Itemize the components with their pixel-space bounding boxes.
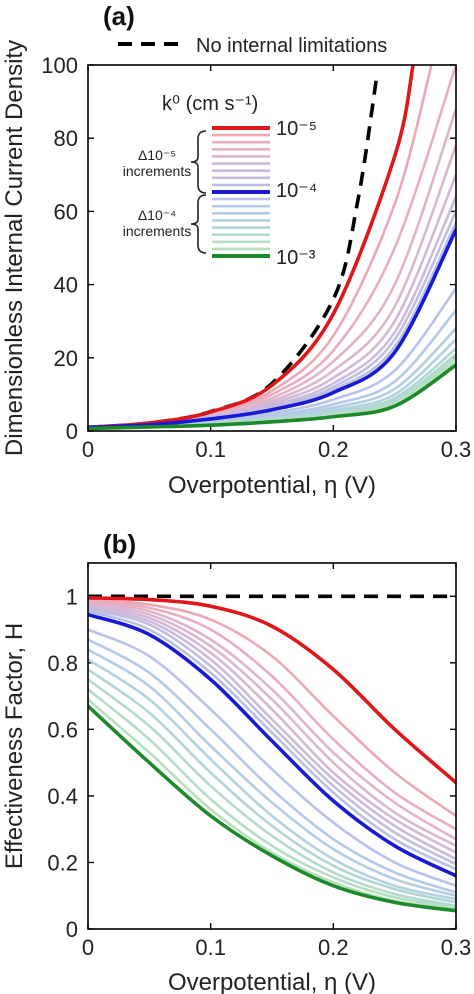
series-line-p0-2 — [88, 65, 433, 429]
y-tick-label: 1 — [66, 584, 78, 609]
y-axis-title-a: Dimensionless Internal Current Density — [1, 40, 28, 456]
series-line-p0-0 — [88, 79, 379, 430]
legend-note-2: increments — [123, 163, 191, 179]
x-tick-label: 0.3 — [441, 935, 472, 960]
series-line-p1-1 — [88, 596, 456, 785]
y-tick-label: 60 — [54, 199, 78, 224]
axes-box-b — [87, 562, 457, 930]
legend-note-3: Δ10⁻⁴ — [138, 207, 176, 223]
series-line-p1-7 — [88, 606, 456, 861]
panel-b-label: (b) — [103, 529, 136, 559]
y-tick-label: 0 — [66, 419, 78, 444]
x-axis-title-a: Overpotential, η (V) — [168, 472, 376, 499]
series-line-p1-2 — [88, 598, 456, 818]
reference-legend-label: No internal limitations — [196, 35, 387, 57]
legend-note-1: Δ10⁻⁵ — [138, 147, 176, 163]
legend-label-mid: 10⁻⁴ — [276, 180, 317, 202]
legend-label-top: 10⁻⁵ — [276, 118, 317, 140]
series-line-p1-12 — [88, 638, 456, 894]
legend-title: k⁰ (cm s⁻¹) — [162, 93, 258, 115]
legend-swatches — [212, 126, 270, 258]
series-line-p1-4 — [88, 601, 456, 841]
series-line-p1-5 — [88, 603, 456, 848]
series-line-p1-10 — [88, 612, 456, 878]
series-line-p0-10 — [88, 227, 456, 430]
series-line-p1-16 — [88, 678, 456, 908]
series-line-p0-1 — [88, 65, 415, 430]
panel-b: (b) 0 0.1 0.2 0.3 0 0.2 0.4 0.6 0.8 1 Effectivene… — [1, 529, 471, 994]
legend-label-bottom: 10⁻³ — [276, 247, 316, 269]
series-line-p1-9 — [88, 609, 456, 871]
y-tick-label: 80 — [54, 126, 78, 151]
series-line-p0-19 — [88, 363, 456, 431]
series-line-p1-11 — [88, 628, 456, 888]
y-tick-label: 40 — [54, 273, 78, 298]
legend-note-4: increments — [123, 223, 191, 239]
y-tick-label: 0 — [66, 917, 78, 942]
x-axis-title-b: Overpotential, η (V) — [168, 969, 376, 994]
series-line-p1-14 — [88, 658, 456, 901]
x-tick-label: 0.2 — [318, 437, 349, 462]
series-line-p1-19 — [88, 704, 456, 913]
plot-area-a: 0 0.1 0.2 0.3 0 20 40 60 80 100 — [41, 53, 471, 462]
series-line-p1-13 — [88, 648, 456, 898]
x-tick-label: 0 — [82, 437, 94, 462]
y-tick-label: 100 — [41, 53, 78, 78]
x-tick-label: 0 — [82, 935, 94, 960]
series-line-p1-17 — [88, 688, 456, 909]
series-line-p1-3 — [88, 599, 456, 831]
y-tick-label: 20 — [54, 346, 78, 371]
x-tick-label: 0.1 — [195, 437, 226, 462]
y-tick-label: 0.4 — [47, 784, 78, 809]
y-tick-label: 0.8 — [47, 651, 78, 676]
x-tick-label: 0.3 — [441, 437, 472, 462]
axes-box-a — [87, 64, 457, 432]
panel-a-label: (a) — [103, 1, 135, 31]
series-line-p1-8 — [88, 608, 456, 866]
x-tick-label: 0.2 — [318, 935, 349, 960]
panel-a: (a) No internal limitations 0 0.1 0.2 0.3 0 2… — [1, 1, 471, 499]
series-line-p1-15 — [88, 668, 456, 904]
series-line-p1-6 — [88, 604, 456, 854]
k0-legend: k⁰ (cm s⁻¹) 10⁻⁵ 10⁻⁴ 10⁻³ Δ10⁻⁵ increme… — [123, 93, 318, 269]
brace-top — [190, 130, 207, 194]
y-tick-label: 0.6 — [47, 717, 78, 742]
plot-area-b: 0 0.1 0.2 0.3 0 0.2 0.4 0.6 0.8 1 — [47, 563, 471, 960]
y-axis-title-b: Effectiveness Factor, H — [1, 623, 28, 869]
series-line-p0-3 — [88, 65, 456, 429]
brace-bottom — [190, 194, 207, 254]
y-tick-label: 0.2 — [47, 850, 78, 875]
x-tick-label: 0.1 — [195, 935, 226, 960]
